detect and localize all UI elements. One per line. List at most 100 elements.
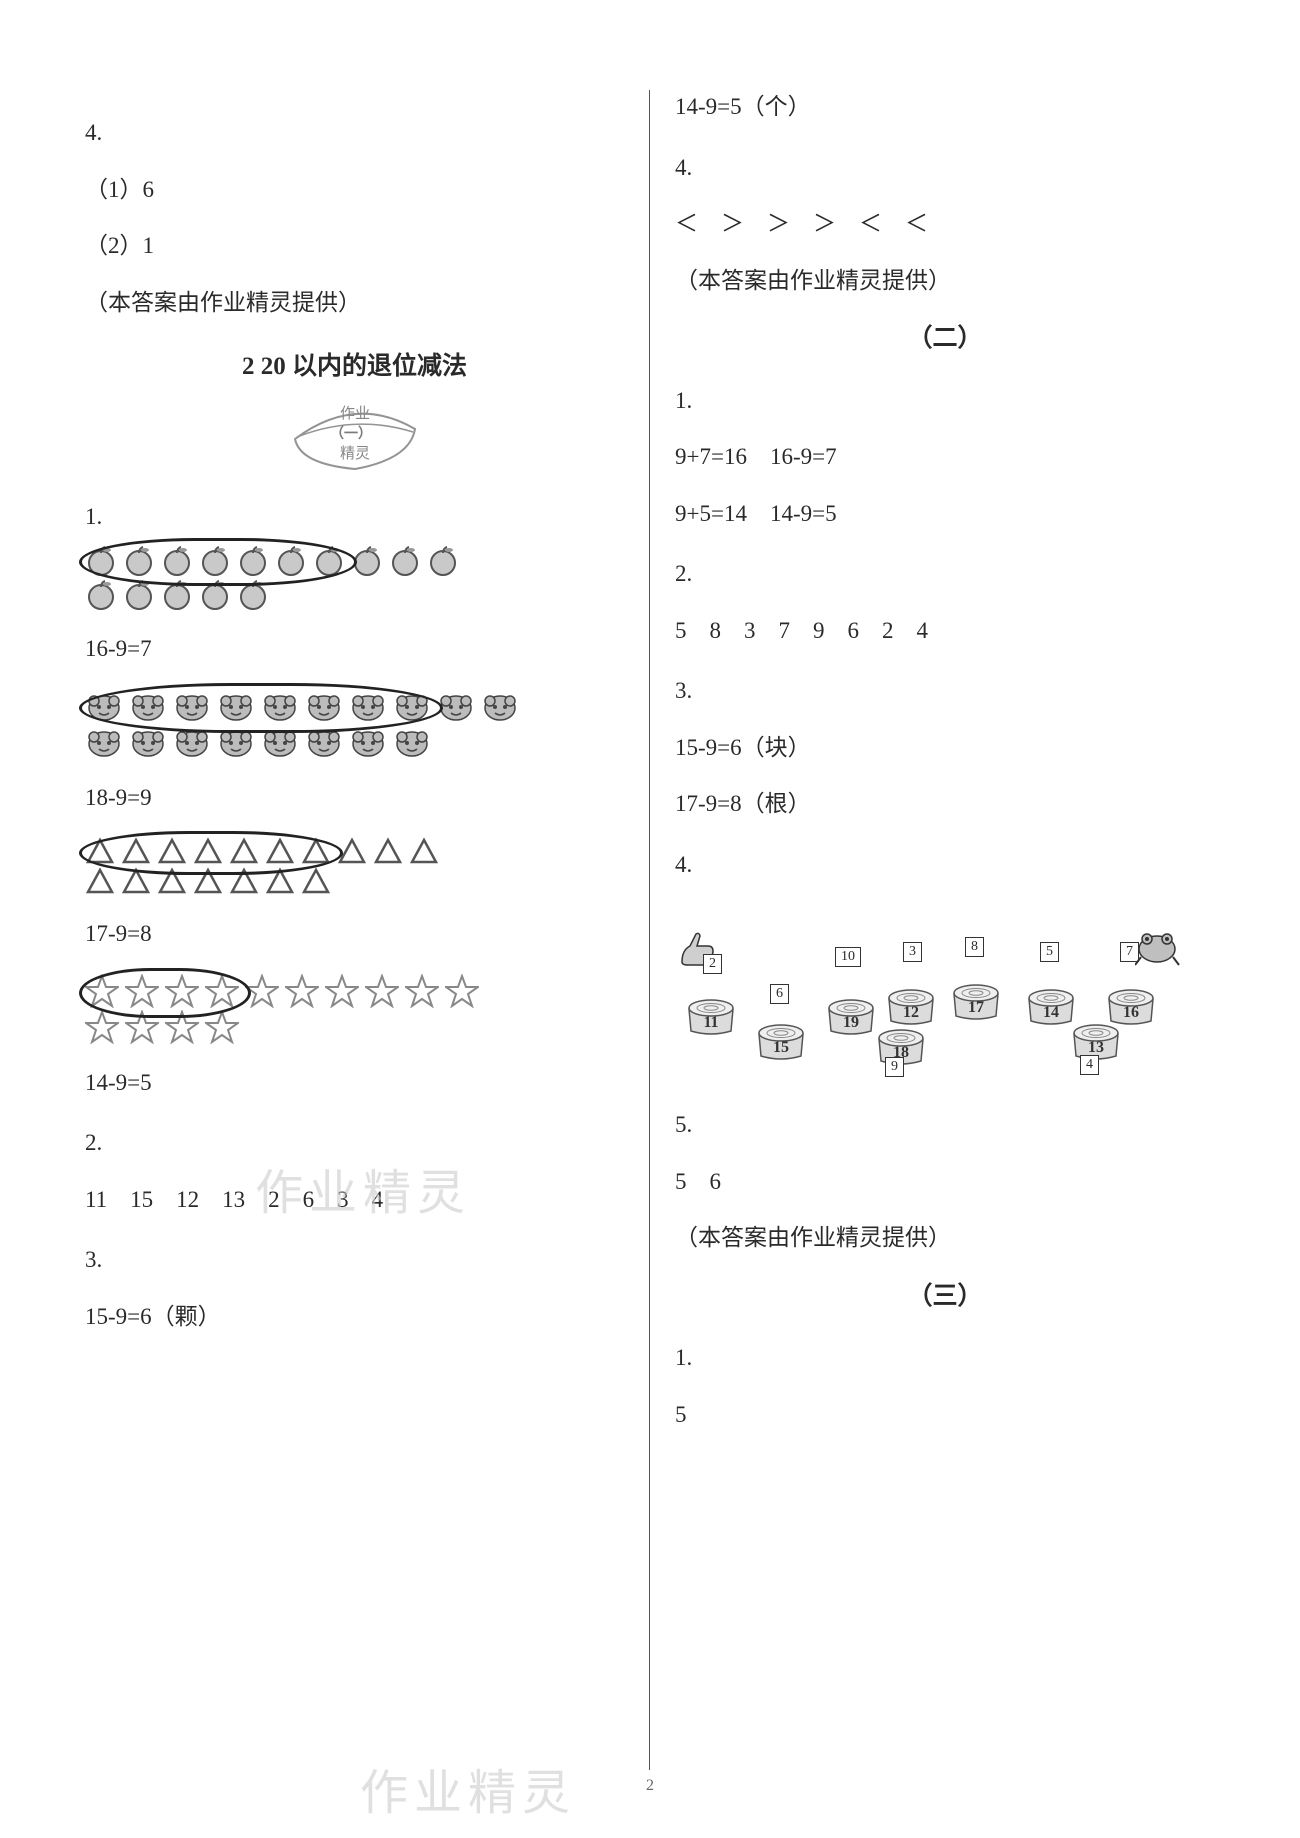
rq4-number: 4. — [675, 151, 1215, 186]
answer-box: 10 — [835, 947, 861, 967]
frog-icon — [1135, 927, 1183, 971]
frog-icon — [1135, 927, 1183, 982]
triangle-icon — [85, 837, 115, 865]
sub-title-three: （三） — [675, 1278, 1215, 1316]
star-icon — [205, 1010, 239, 1044]
svg-text:（一）: （一） — [330, 426, 372, 442]
rq3-line2: 17-9=8（根） — [675, 787, 1215, 822]
rq2-numbers: 5 8 3 7 9 6 2 4 — [675, 614, 1215, 649]
q2-number: 2. — [85, 1126, 624, 1161]
star-icon — [85, 974, 119, 1008]
star-icon — [125, 1010, 159, 1044]
triangle-icon — [121, 837, 151, 865]
apple-icon — [123, 544, 155, 576]
stump-number: 15 — [755, 1036, 807, 1060]
triangle-icon — [301, 867, 331, 895]
triangle-icon — [301, 837, 331, 865]
monkey-icon — [85, 689, 123, 723]
rq1-line2: 9+5=14 14-9=5 — [675, 497, 1215, 532]
star-icon — [325, 974, 359, 1008]
svg-text:作业: 作业 — [339, 405, 369, 422]
triangle-icon — [265, 837, 295, 865]
page: 4. （1）6 （2）1 （本答案由作业精灵提供） 2 20 以内的退位减法 作… — [0, 0, 1300, 1838]
triangle-icon — [85, 867, 115, 895]
triangle-icon — [229, 837, 259, 865]
star-icon — [165, 974, 199, 1008]
svg-text:精灵: 精灵 — [339, 445, 369, 462]
apple-icon — [237, 544, 269, 576]
credit-line-r2: （本答案由作业精灵提供） — [675, 1221, 1215, 1256]
rq1b-ans: 5 — [675, 1398, 1215, 1433]
tree-stump: 15 — [755, 1012, 807, 1060]
apple-icon — [123, 578, 155, 610]
monkey-icon — [437, 689, 475, 723]
triangle-icon — [373, 837, 403, 865]
q4-sub1: （1）6 — [85, 173, 624, 208]
answer-box: 4 — [1080, 1055, 1099, 1075]
star-icon — [445, 974, 479, 1008]
monkey-icon — [393, 689, 431, 723]
apple-icon — [275, 544, 307, 576]
triangle-icon — [193, 867, 223, 895]
left-column: 4. （1）6 （2）1 （本答案由作业精灵提供） 2 20 以内的退位减法 作… — [60, 90, 650, 1770]
q3-number: 3. — [85, 1243, 624, 1278]
section-title: 2 20 以内的退位减法 — [85, 348, 624, 386]
star-icon — [205, 974, 239, 1008]
apple-icon — [199, 544, 231, 576]
apple-icon — [351, 544, 383, 576]
apple-icon — [427, 544, 459, 576]
stump-number: 19 — [825, 1011, 877, 1035]
answer-box: 2 — [703, 954, 722, 974]
tree-stump: 11 — [685, 987, 737, 1035]
monkey-icon — [261, 725, 299, 759]
star-icon — [365, 974, 399, 1008]
fig3-eq: 17-9=8 — [85, 917, 624, 952]
figure-stars — [85, 974, 624, 1044]
triangle-icon — [265, 867, 295, 895]
top-eq: 14-9=5（个） — [675, 90, 1215, 125]
fig4-eq: 14-9=5 — [85, 1066, 624, 1101]
monkey-icon — [173, 725, 211, 759]
stump-number: 11 — [685, 1011, 737, 1035]
apple-icon — [85, 544, 117, 576]
credit-line-r1: （本答案由作业精灵提供） — [675, 264, 1215, 299]
apple-icon — [161, 544, 193, 576]
figure-apples — [85, 544, 624, 610]
q2-numbers: 11 15 12 13 2 6 3 4 — [85, 1183, 624, 1218]
triangle-icon — [337, 837, 367, 865]
triangle-icon — [121, 867, 151, 895]
monkey-icon — [173, 689, 211, 723]
rq3-number: 3. — [675, 674, 1215, 709]
fig2-eq: 18-9=9 — [85, 781, 624, 816]
fig1-eq: 16-9=7 — [85, 632, 624, 667]
tree-stump: 19 — [825, 987, 877, 1035]
apple-icon — [313, 544, 345, 576]
figure-triangles — [85, 837, 624, 895]
two-column-layout: 4. （1）6 （2）1 （本答案由作业精灵提供） 2 20 以内的退位减法 作… — [0, 0, 1300, 1770]
star-icon — [245, 974, 279, 1008]
apple-icon — [237, 578, 269, 610]
right-column: 14-9=5（个） 4. ＜ ＞ ＞ ＞ ＜ ＜ （本答案由作业精灵提供） （二… — [650, 90, 1240, 1770]
rq1-line1: 9+7=16 16-9=7 — [675, 440, 1215, 475]
answer-box: 6 — [770, 984, 789, 1004]
figure-monkeys — [85, 689, 624, 759]
triangle-icon — [157, 867, 187, 895]
star-icon — [125, 974, 159, 1008]
tree-stump: 16 — [1105, 977, 1157, 1025]
monkey-icon — [349, 689, 387, 723]
answer-box: 8 — [965, 937, 984, 957]
star-icon — [85, 1010, 119, 1044]
monkey-icon — [85, 725, 123, 759]
credit-line: （本答案由作业精灵提供） — [85, 286, 624, 321]
q4-number: 4. — [85, 116, 624, 151]
monkey-icon — [349, 725, 387, 759]
triangle-icon — [409, 837, 439, 865]
stump-number: 16 — [1105, 1001, 1157, 1025]
apple-icon — [389, 544, 421, 576]
monkey-icon — [305, 725, 343, 759]
rq1b-number: 1. — [675, 1341, 1215, 1376]
apple-icon — [161, 578, 193, 610]
tree-stump: 17 — [950, 972, 1002, 1020]
sub-title-two: （二） — [675, 320, 1215, 358]
monkey-icon — [129, 689, 167, 723]
